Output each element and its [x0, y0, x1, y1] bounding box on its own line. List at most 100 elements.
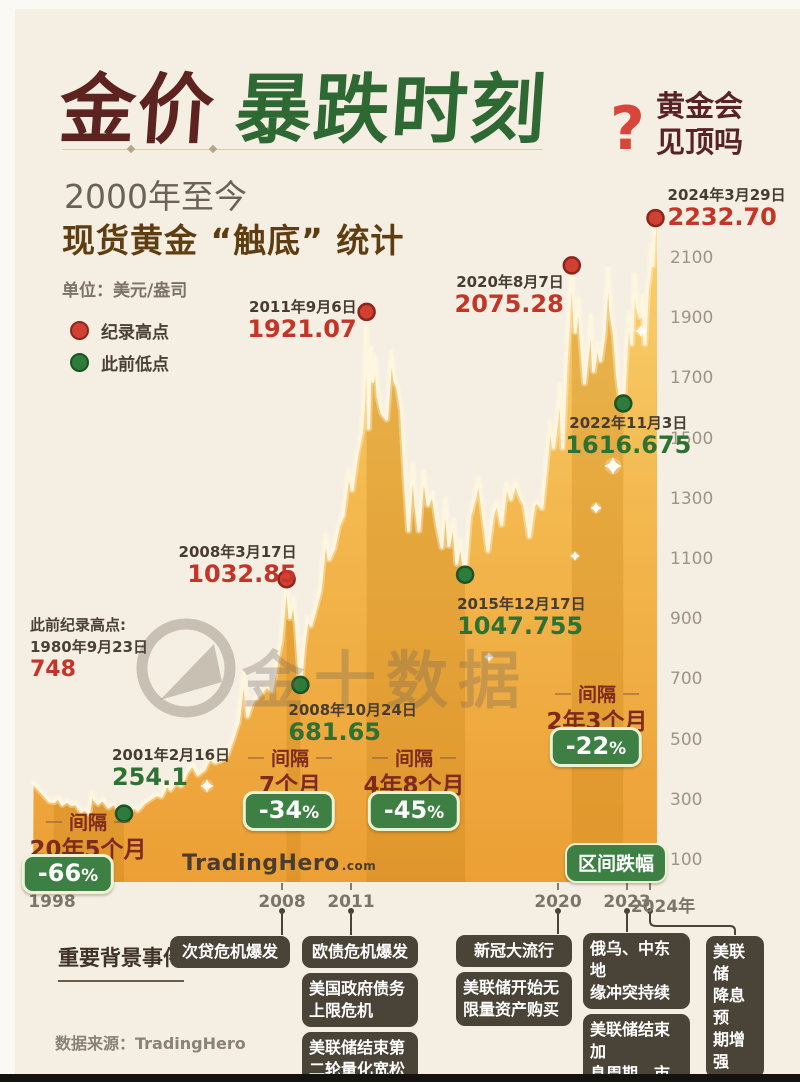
annotation-date: 2020年8月7日: [456, 273, 564, 292]
annotation-high-2011: 2011年9月6日 1921.07: [247, 296, 356, 343]
annotation-high-2020: 2020年8月7日 2075.28: [455, 271, 564, 318]
photo-edge-bottom: [0, 1074, 800, 1082]
jinshi-text-watermark: 金十数据: [242, 644, 531, 717]
y-axis-label-300: 300: [670, 789, 703, 810]
annotation-high-2008: 2008年3月17日 1032.85: [179, 541, 297, 588]
marker-dot-low-2022: [614, 394, 633, 413]
event-box-2023-1: 俄乌、中东地 缘冲突持续: [583, 933, 690, 1009]
annotation-low-2015: 2015年12月17日 1047.755: [457, 593, 586, 640]
title-gold-price: 金价: [56, 65, 219, 154]
previous-record-value: 748: [30, 657, 76, 682]
y-axis-label-1100: 1100: [670, 549, 714, 569]
annotation-value: 1047.755: [457, 611, 584, 640]
marker-dot-high-2008: [277, 569, 296, 589]
legend-item-high: 纪录高点: [70, 318, 169, 343]
marker-dot-high-2020: [562, 256, 582, 275]
annotation-date: 2022年11月3日: [569, 414, 688, 433]
marker-dot-high-2011: [357, 302, 376, 322]
events-header: 重要背景事件: [58, 942, 184, 982]
y-axis-label-1700: 1700: [670, 368, 714, 389]
event-box-2020-1: 新冠大流行: [456, 935, 572, 967]
x-axis-ticks: [281, 883, 651, 890]
event-connector-lines: [279, 908, 736, 935]
annotation-value: 2075.28: [454, 290, 564, 319]
event-box-2008-1: 次贷危机爆发: [170, 936, 290, 968]
high-low-markers: [114, 208, 665, 823]
interval-change-pill-2: -34%: [242, 791, 336, 831]
annotation-low-2022: 2022年11月3日 1616.675: [565, 412, 691, 459]
event-box-2011-1: 欧债危机爆发: [302, 936, 418, 968]
annotation-low-2001: 2001年2月16日 254.1: [112, 744, 230, 791]
event-column-2008: 次贷危机爆发: [170, 936, 290, 968]
title-crash-moments: 暴跌时刻: [232, 65, 551, 154]
range-decline-pill: 区间跌幅: [564, 843, 668, 883]
annotation-value: 2232.70: [667, 203, 777, 232]
marker-dot-low-2015: [455, 565, 475, 584]
price-line: [30, 214, 661, 818]
photo-edge-left: [0, 0, 15, 1082]
annotation-value: 1032.85: [187, 560, 297, 589]
annotation-value: 1921.07: [247, 314, 357, 343]
previous-record-note: 此前纪录高点: 1980年9月23日 748: [30, 614, 148, 681]
annotation-value: 681.65: [288, 717, 382, 746]
interval-label-4: 间隔: [554, 680, 640, 707]
subtitle-stat: 现货黄金 “触底” 统计: [62, 221, 405, 260]
annotation-date: 2008年10月24日: [288, 700, 417, 719]
annotation-value: 254.1: [111, 762, 188, 791]
subtitle-period: 2000年至今: [64, 177, 247, 216]
jinshi-logo-watermark-icon: [136, 618, 236, 718]
previous-record-date: 1980年9月23日: [30, 638, 149, 656]
event-box-2020-2: 美联储开始无 限量资产购买: [456, 972, 572, 1026]
x-axis-label-2011: 2011: [327, 892, 375, 912]
x-axis-label-2023: 2023: [603, 892, 651, 912]
legend-label-low: 此前低点: [101, 355, 169, 375]
x-axis-label-2024: 2024年: [630, 897, 696, 917]
y-axis-label-900: 900: [670, 609, 703, 630]
x-axis-label-2020: 2020: [534, 892, 582, 912]
previous-record-title: 此前纪录高点:: [30, 616, 126, 634]
legend-dot-high: [70, 321, 89, 340]
annotation-date: 2008年3月17日: [178, 543, 297, 562]
legend-dot-low: [70, 353, 89, 372]
annotation-high-2024: 2024年3月29日 2232.70: [668, 184, 786, 231]
event-box-2011-2: 美国政府债务 上限危机: [302, 973, 418, 1027]
y-axis-label-1500: 1500: [670, 428, 714, 449]
annotation-low-2008: 2008年10月24日 681.65: [288, 699, 417, 746]
annotation-date: 2024年3月29日: [667, 186, 786, 205]
x-axis-label-1998: 1998: [28, 892, 76, 912]
photo-edge-top: [0, 0, 800, 9]
y-axis-label-1900: 1900: [670, 308, 714, 329]
event-box-2011-3: 美联储结束第 二轮量化宽松: [302, 1032, 418, 1082]
annotation-value: 1616.675: [565, 431, 692, 460]
interval-label-1: 间隔: [45, 808, 131, 835]
event-box-2024-1: 美联储 降息预 期增强: [706, 936, 764, 1078]
annotation-date: 2011年9月6日: [249, 297, 357, 316]
y-axis-label-500: 500: [670, 729, 703, 750]
price-area-fill: [33, 218, 657, 883]
annotation-date: 2001年2月16日: [111, 745, 231, 764]
interval-change-pill-3: -45%: [367, 791, 461, 831]
legend-item-low: 此前低点: [70, 350, 169, 375]
y-axis-label-100: 100: [670, 850, 703, 870]
question-text: 黄金会 见顶吗: [656, 89, 744, 159]
interval-label-3: 间隔: [371, 744, 457, 771]
marker-dot-high-2024: [646, 208, 665, 228]
tradinghero-watermark: TradingHero .com: [182, 851, 377, 876]
sparkle-decorations: [200, 325, 647, 793]
question-mark-icon: ?: [610, 94, 645, 164]
x-axis-label-2008: 2008: [258, 892, 306, 912]
event-column-2024: 美联储 降息预 期增强: [706, 936, 764, 1078]
title-divider: [62, 144, 542, 154]
y-axis-label-1300: 1300: [670, 488, 714, 509]
unit-label: 单位：美元/盎司: [62, 281, 188, 301]
event-column-2011: 欧债危机爆发美国政府债务 上限危机 美联储结束第 二轮量化宽松: [302, 936, 418, 1082]
interval-label-2: 间隔: [247, 744, 333, 771]
interval-change-pill-1: -66%: [21, 854, 115, 894]
y-axis-label-700: 700: [670, 669, 703, 690]
marker-dot-low-2001: [114, 804, 134, 823]
marker-dot-low-2008: [291, 675, 310, 695]
